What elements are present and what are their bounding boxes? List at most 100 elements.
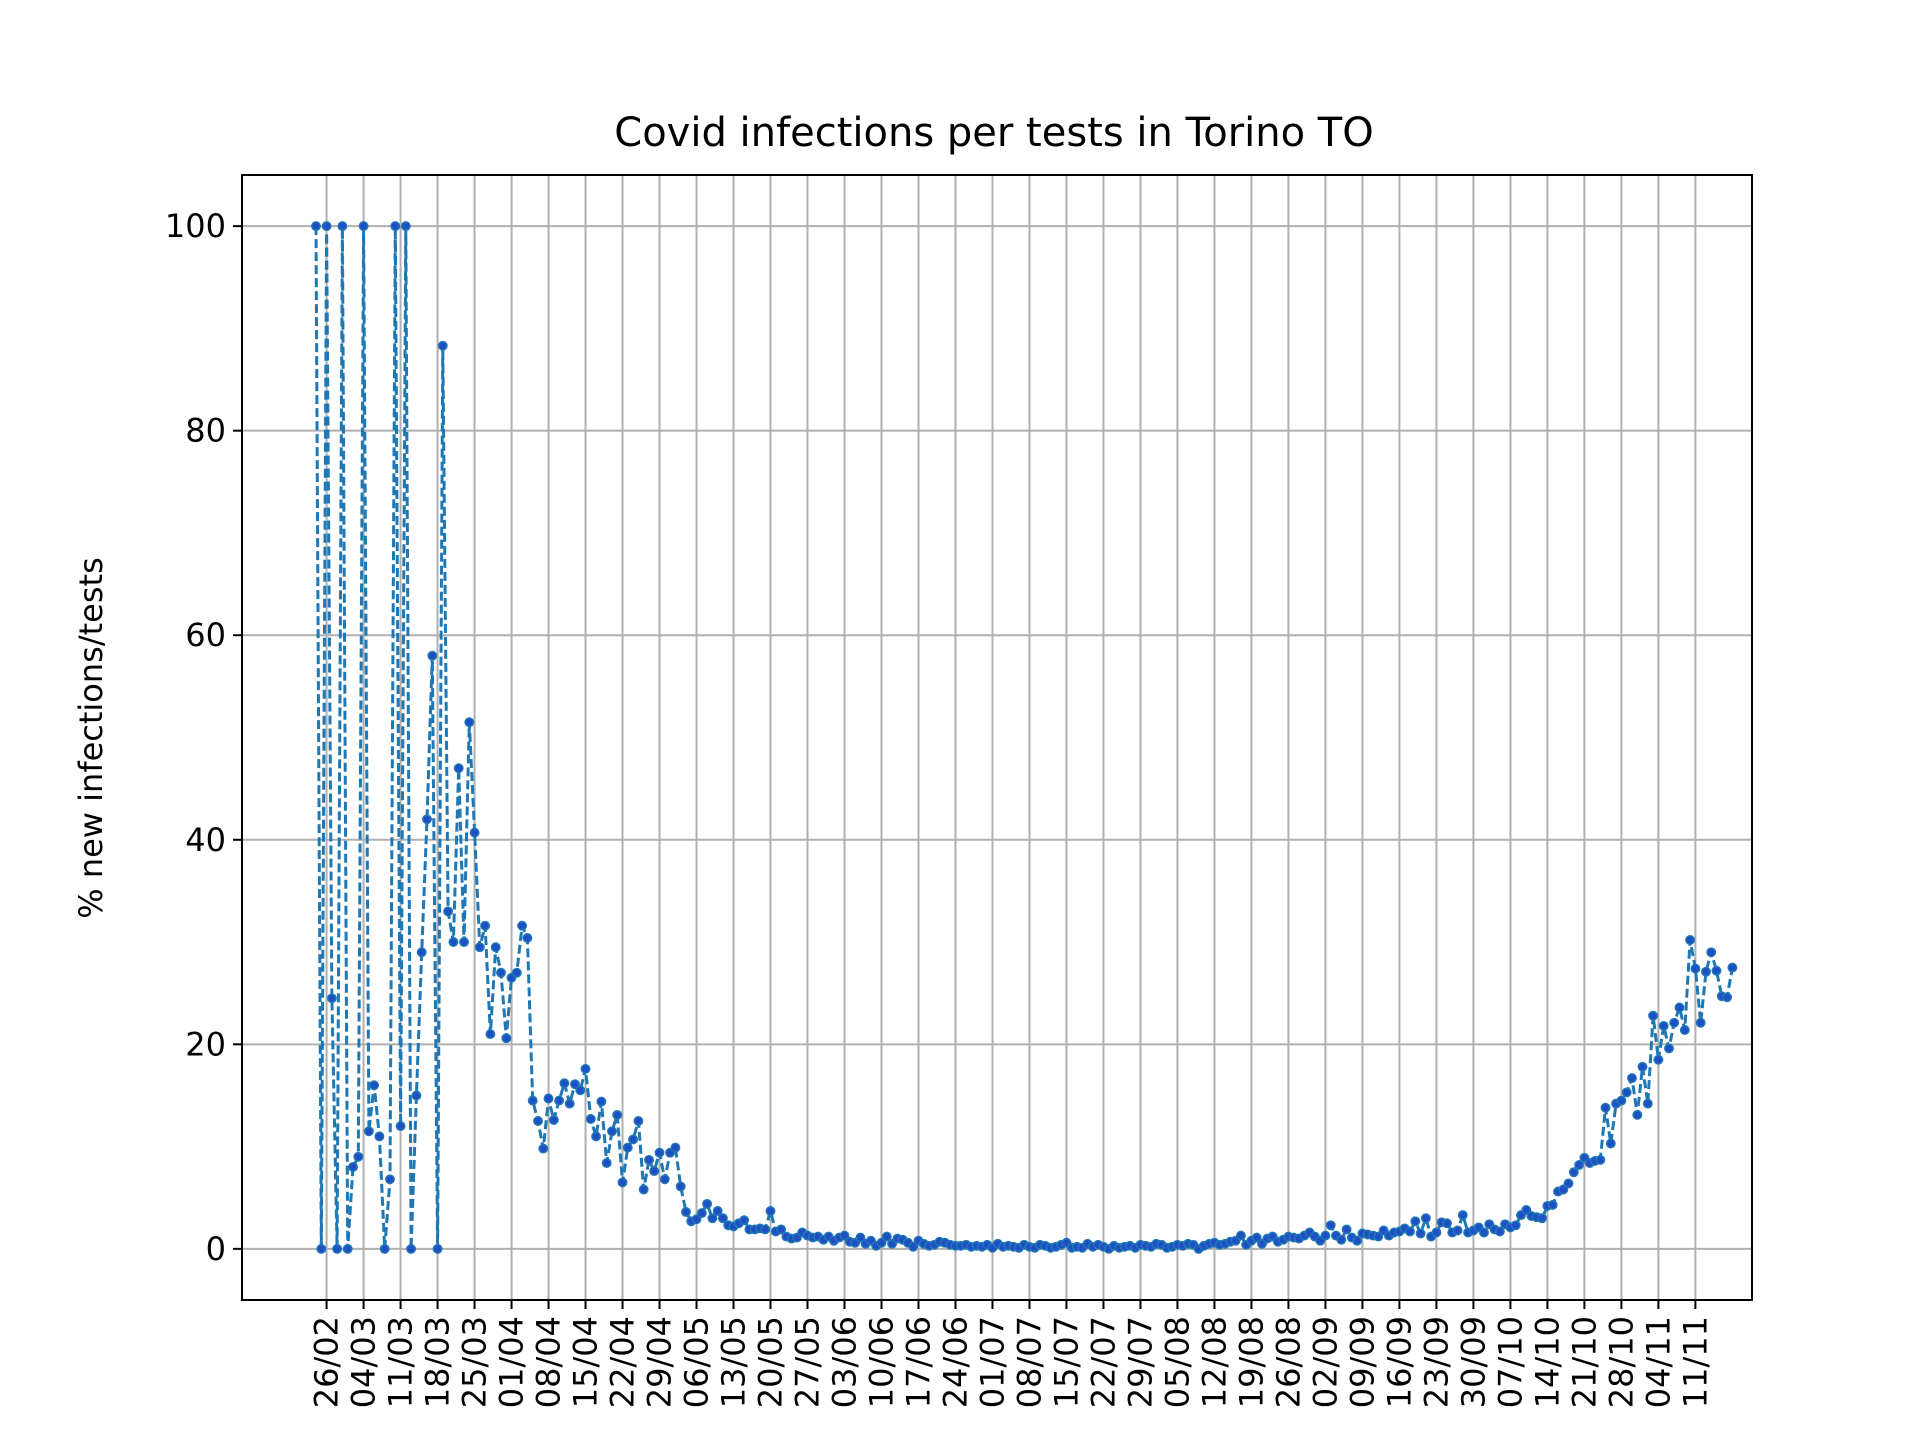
x-tick-label: 25/03	[456, 1316, 494, 1408]
data-point	[1727, 962, 1738, 973]
x-tick-label: 30/09	[1454, 1316, 1492, 1408]
data-point	[908, 1241, 919, 1252]
data-point	[363, 1126, 374, 1137]
x-tick-label: 28/10	[1602, 1316, 1640, 1408]
chart-title: Covid infections per tests in Torino TO	[614, 110, 1373, 156]
data-point	[564, 1098, 575, 1109]
x-tick-label: 23/09	[1417, 1316, 1455, 1408]
data-point	[527, 1095, 538, 1106]
y-tick-label: 100	[165, 207, 226, 245]
data-point	[422, 814, 432, 825]
data-point	[739, 1215, 750, 1226]
data-point	[712, 1206, 723, 1216]
data-point	[765, 1206, 776, 1216]
data-point	[1685, 935, 1696, 945]
data-point	[707, 1213, 718, 1224]
data-point	[316, 1243, 327, 1254]
data-point	[1415, 1228, 1426, 1239]
data-point	[358, 221, 369, 232]
data-point	[1442, 1218, 1452, 1229]
data-point	[675, 1181, 686, 1192]
x-tick-label: 04/03	[345, 1316, 383, 1408]
data-point	[1563, 1178, 1574, 1189]
y-axis-label: % new infections/tests	[72, 557, 110, 918]
x-tick-label: 11/11	[1676, 1316, 1714, 1408]
x-tick-label: 19/08	[1232, 1316, 1270, 1408]
data-point	[1558, 1184, 1569, 1195]
data-point	[1494, 1226, 1505, 1237]
x-tick-label: 11/03	[382, 1316, 420, 1408]
data-point	[696, 1208, 707, 1219]
data-point	[406, 1243, 417, 1254]
data-point	[1547, 1199, 1558, 1210]
data-point	[1600, 1102, 1611, 1113]
data-point	[1674, 1002, 1685, 1013]
data-point	[400, 221, 411, 232]
x-tick-label: 22/04	[604, 1316, 642, 1408]
data-point	[633, 1116, 644, 1126]
data-point	[855, 1232, 866, 1243]
data-point	[607, 1126, 617, 1137]
data-point	[1653, 1054, 1664, 1065]
data-point	[617, 1177, 628, 1188]
data-point	[385, 1174, 395, 1185]
data-point	[601, 1158, 612, 1168]
data-point	[369, 1080, 380, 1091]
data-point	[1568, 1167, 1579, 1178]
data-point	[644, 1154, 654, 1165]
data-point	[416, 947, 427, 958]
x-tick-label: 21/10	[1565, 1316, 1603, 1408]
x-tick-label: 10/06	[862, 1316, 900, 1408]
data-point	[464, 717, 475, 728]
data-point	[1537, 1213, 1548, 1224]
data-point	[760, 1224, 771, 1235]
data-point	[538, 1143, 549, 1154]
grid-lines	[242, 175, 1752, 1300]
data-point	[1679, 1025, 1690, 1035]
x-tick-label: 08/07	[1010, 1316, 1048, 1408]
x-tick-label: 22/07	[1084, 1316, 1122, 1408]
data-point	[1341, 1224, 1352, 1235]
data-point	[326, 993, 337, 1004]
data-point	[638, 1184, 649, 1195]
series-line	[311, 221, 1738, 1254]
data-point	[659, 1174, 670, 1185]
data-point	[480, 920, 491, 931]
data-point	[1510, 1220, 1521, 1231]
y-tick-label: 60	[185, 616, 226, 654]
data-point	[1627, 1073, 1637, 1084]
data-point	[374, 1131, 385, 1142]
data-point	[1706, 947, 1717, 958]
data-point	[654, 1147, 665, 1158]
data-point	[448, 937, 459, 947]
data-point	[1405, 1226, 1415, 1237]
data-point	[353, 1151, 364, 1162]
data-point	[1373, 1231, 1384, 1242]
x-tick-label: 18/03	[419, 1316, 457, 1408]
data-point	[681, 1207, 691, 1217]
data-point	[522, 933, 533, 943]
data-point	[459, 937, 469, 947]
data-point	[1251, 1232, 1262, 1243]
data-point	[395, 1121, 406, 1132]
data-point	[490, 942, 501, 953]
data-point	[776, 1224, 787, 1235]
data-point	[1325, 1220, 1336, 1231]
data-point	[1320, 1230, 1331, 1241]
data-point	[1420, 1213, 1431, 1224]
axes	[233, 174, 1753, 1309]
data-point	[580, 1063, 591, 1074]
data-point	[321, 221, 332, 232]
data-point	[554, 1095, 565, 1106]
data-point	[1235, 1230, 1246, 1241]
data-line	[314, 224, 1734, 1251]
data-point	[1669, 1017, 1680, 1028]
x-tick-label: 26/08	[1269, 1316, 1307, 1408]
x-tick-label: 29/04	[641, 1316, 679, 1408]
data-point	[1479, 1227, 1489, 1238]
data-point	[432, 1243, 443, 1254]
data-point	[533, 1116, 543, 1126]
data-point	[1605, 1138, 1616, 1149]
x-tick-label: 07/10	[1491, 1316, 1529, 1408]
